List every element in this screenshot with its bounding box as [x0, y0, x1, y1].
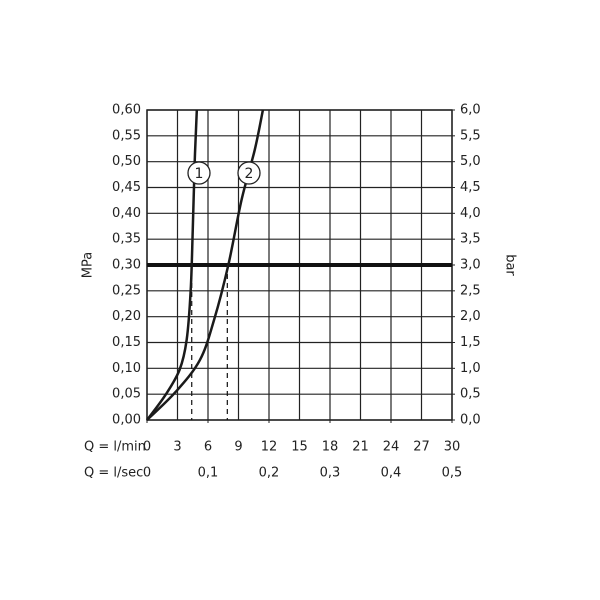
x2-tick-label: 0,5 — [442, 466, 463, 481]
y2-tick-label: 6,0 — [460, 103, 481, 118]
x2-tick-label: 0,4 — [381, 466, 402, 481]
y-tick-label: 0,05 — [112, 387, 141, 402]
y-tick-label: 0,45 — [112, 180, 141, 195]
y2-tick-label: 5,5 — [460, 128, 481, 143]
y-tick-label: 0,10 — [112, 361, 141, 376]
x-tick-label: 21 — [352, 440, 369, 455]
y-tick-label: 0,30 — [112, 258, 141, 273]
y2-tick-label: 0,5 — [460, 387, 481, 402]
x2-tick-label: 0,1 — [198, 466, 219, 481]
x2-tick-label: 0,2 — [259, 466, 280, 481]
y-tick-label: 0,50 — [112, 154, 141, 169]
y-tick-label: 0,25 — [112, 283, 141, 298]
curve-label: 2 — [245, 166, 254, 182]
y2-axis-label: bar — [503, 254, 518, 276]
x-tick-label: 6 — [204, 440, 212, 455]
curve-label-circle — [237, 161, 261, 185]
x2-tick-label: 0,3 — [320, 466, 341, 481]
y2-tick-label: 1,5 — [460, 335, 481, 350]
y-tick-label: 0,55 — [112, 128, 141, 143]
curve-label: 1 — [195, 166, 204, 182]
x-tick-label: 30 — [444, 440, 461, 455]
y2-tick-label: 3,5 — [460, 232, 481, 247]
x-tick-label: 3 — [173, 440, 181, 455]
x2-tick-label: 0 — [143, 466, 151, 481]
y2-tick-label: 4,0 — [460, 206, 481, 221]
x-axis-label: Q = l/min — [84, 440, 146, 455]
x-tick-label: 27 — [413, 440, 430, 455]
y-tick-label: 0,60 — [112, 103, 141, 118]
x-tick-label: 15 — [291, 440, 308, 455]
y-tick-label: 0,15 — [112, 335, 141, 350]
x-tick-label: 12 — [261, 440, 278, 455]
x-tick-label: 18 — [322, 440, 339, 455]
x-tick-label: 24 — [383, 440, 400, 455]
y-tick-label: 0,35 — [112, 232, 141, 247]
x-tick-label: 0 — [143, 440, 151, 455]
y2-tick-label: 0,0 — [460, 413, 481, 428]
curve-label-circle — [187, 161, 211, 185]
x-tick-label: 9 — [234, 440, 242, 455]
y2-tick-label: 4,5 — [460, 180, 481, 195]
y-axis-label: MPa — [81, 252, 96, 278]
y2-tick-label: 1,0 — [460, 361, 481, 376]
y2-tick-label: 2,5 — [460, 283, 481, 298]
y-tick-label: 0,00 — [112, 413, 141, 428]
y2-tick-label: 5,0 — [460, 154, 481, 169]
y2-tick-label: 2,0 — [460, 309, 481, 324]
y2-tick-label: 3,0 — [460, 258, 481, 273]
x2-axis-label: Q = l/sec — [84, 466, 143, 481]
curve — [146, 109, 265, 421]
y-tick-label: 0,20 — [112, 309, 141, 324]
y-tick-label: 0,40 — [112, 206, 141, 221]
